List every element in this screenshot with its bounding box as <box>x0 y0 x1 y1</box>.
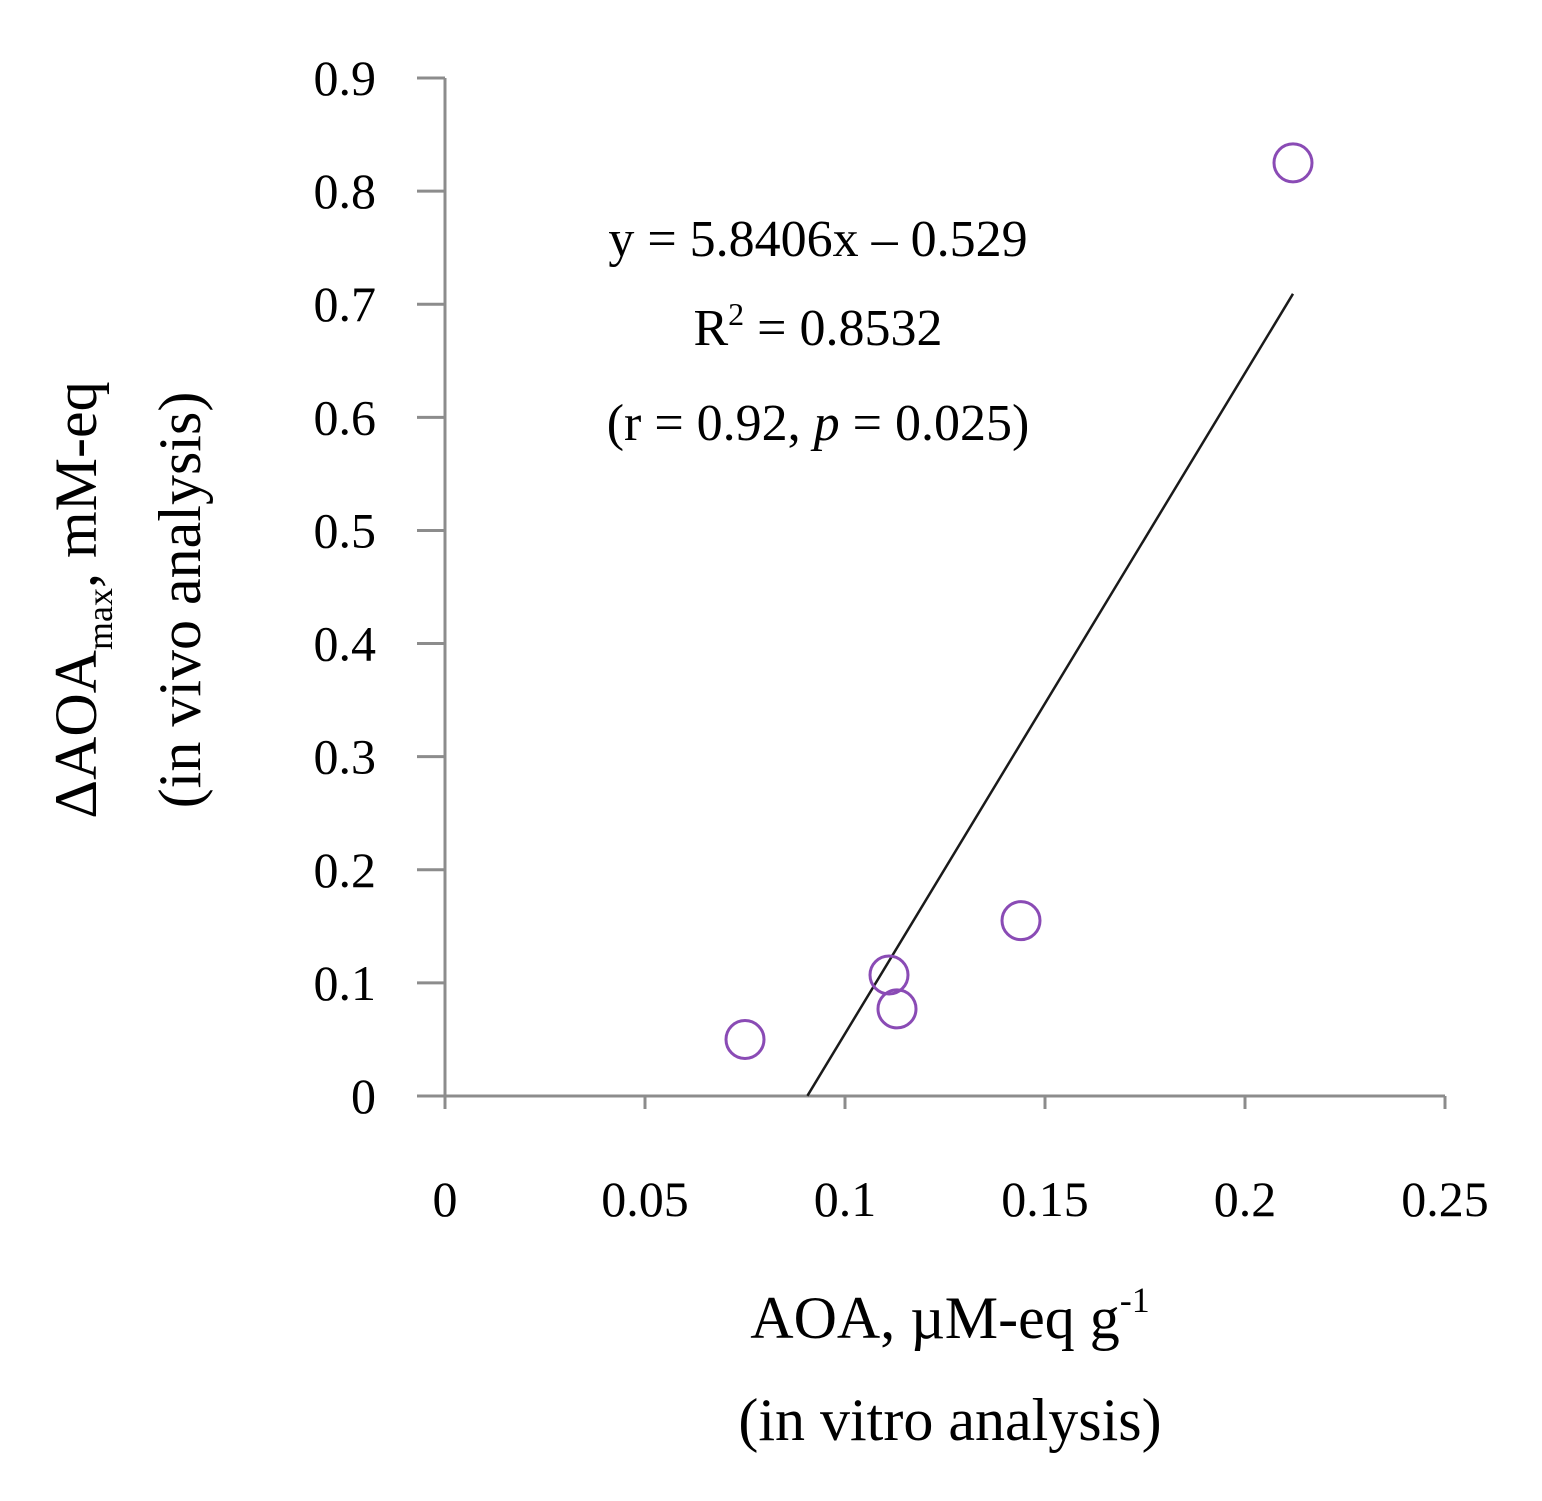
y-tick-label: 0.5 <box>314 502 377 558</box>
scatter-point <box>868 954 910 996</box>
r-squared-value: = 0.8532 <box>744 300 942 357</box>
stats-text: (r = 0.92, p = 0.025) <box>607 395 1030 452</box>
scatter-point <box>876 988 918 1030</box>
scatter-point <box>1272 142 1314 184</box>
y-axis-label-line2: (in vivo analysis) <box>147 392 213 809</box>
x-tick-label: 0 <box>433 1171 458 1227</box>
y-tick-label: 0.9 <box>314 50 377 106</box>
x-axis-label-main: AOA, µM-eq g <box>750 1285 1120 1351</box>
tick-labels: 0 0.1 0.2 0.3 0.4 0.5 0.6 0.7 0.8 0.9 0 0.05 0.1 0.15… <box>314 50 1489 1227</box>
y-tick-label: 0.7 <box>314 276 377 332</box>
x-tick-label: 0.15 <box>1001 1171 1089 1227</box>
x-tick-label: 0.1 <box>814 1171 877 1227</box>
stats-close: = 0.025) <box>840 395 1030 452</box>
x-axis-label: AOA, µM-eq g-1 <box>750 1280 1150 1351</box>
r-squared-prefix: R <box>693 300 728 357</box>
r-squared-sup: 2 <box>728 296 744 332</box>
y-axis-label-sub: max <box>80 588 120 650</box>
stats-p: p <box>810 395 840 452</box>
scatter-point <box>1000 900 1042 942</box>
x-tick-label: 0.2 <box>1214 1171 1277 1227</box>
y-tick-label: 0.1 <box>314 955 377 1011</box>
y-tick-label: 0.3 <box>314 729 377 785</box>
y-tick-label: 0 <box>351 1068 376 1124</box>
y-axis-label-rest: , mM-eq <box>43 381 109 588</box>
x-axis-label-line2: (in vitro analysis) <box>738 1387 1161 1453</box>
stats-open: (r = 0.92, <box>607 395 814 452</box>
x-tick-label: 0.25 <box>1401 1171 1489 1227</box>
data-points <box>724 142 1314 1060</box>
x-tick-label: 0.05 <box>601 1171 689 1227</box>
axes <box>417 76 1447 1109</box>
r-squared-text: R2 = 0.8532 <box>693 296 942 357</box>
y-axis-label-main: ΔAOA <box>43 650 109 819</box>
y-tick-label: 0.6 <box>314 389 377 445</box>
trend-line <box>806 293 1295 1097</box>
x-axis-label-sup: -1 <box>1120 1280 1150 1320</box>
y-tick-label: 0.2 <box>314 842 377 898</box>
equation-text: y = 5.8406x – 0.529 <box>608 211 1027 268</box>
y-axis-label: ΔAOAmax, mM-eq <box>43 381 120 818</box>
y-tick-label: 0.4 <box>314 616 377 672</box>
scatter-point <box>724 1018 766 1060</box>
y-tick-label: 0.8 <box>314 163 377 219</box>
